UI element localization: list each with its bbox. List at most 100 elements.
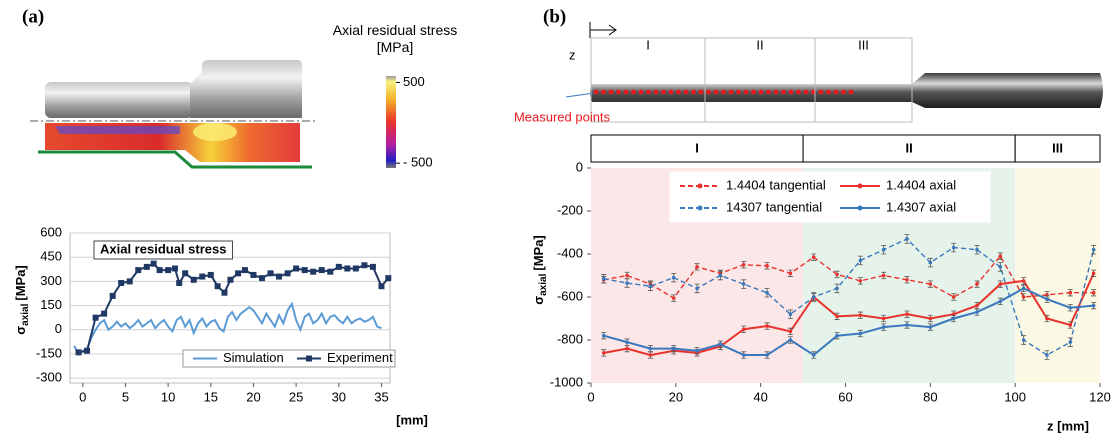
photo-section-label: II: [756, 37, 763, 52]
marker: [214, 283, 221, 290]
marker: [741, 327, 746, 332]
measured-point-marker: [653, 89, 659, 95]
chart-title-box: [93, 240, 233, 260]
marker: [1021, 279, 1026, 283]
colorbar: [386, 76, 396, 168]
marker: [741, 282, 746, 286]
y-axis-label: σaxial [MPa]: [13, 265, 30, 335]
marker: [625, 340, 629, 344]
legend-label: 1.4404 tangential: [726, 177, 826, 192]
marker: [1091, 290, 1096, 295]
marker: [1021, 286, 1026, 291]
panel-label: (a): [22, 6, 44, 27]
marker: [1091, 303, 1096, 308]
marker: [1045, 297, 1049, 301]
marker: [109, 292, 116, 299]
measured-point-marker: [706, 89, 711, 95]
marker: [1045, 316, 1049, 321]
x-tick-label: 0: [79, 389, 86, 404]
x-tick-label: 0: [587, 389, 594, 404]
x-tick-label: 60: [838, 389, 852, 404]
measured-point-marker: [751, 89, 756, 95]
marker: [741, 262, 746, 267]
marker: [811, 295, 816, 299]
x-tick-label: 15: [204, 389, 218, 404]
region-band: [1014, 134, 1101, 163]
marker: [741, 353, 746, 357]
marker: [835, 333, 839, 338]
marker: [788, 329, 793, 334]
marker: [671, 296, 676, 300]
marker: [695, 286, 699, 291]
colorbar-tick-label: 500: [403, 74, 425, 89]
marker: [221, 289, 228, 296]
marker: [143, 263, 150, 270]
marker: [171, 265, 178, 272]
series-line: [78, 262, 390, 354]
x-tick-label: 20: [669, 389, 683, 404]
legend-marker: [697, 205, 703, 211]
photo-section-label: I: [646, 37, 650, 52]
marker: [788, 271, 793, 276]
marker: [385, 275, 392, 282]
marker: [928, 260, 933, 265]
measured-point-marker: [743, 89, 749, 95]
measured-points-markers: [593, 89, 854, 95]
series-line: [603, 287, 1094, 357]
marker: [835, 314, 839, 319]
marker: [928, 282, 933, 286]
x-tick-label: 25: [289, 389, 303, 404]
marker: [648, 353, 653, 357]
marker: [648, 346, 653, 351]
marker: [126, 278, 133, 285]
legend-box: [182, 349, 396, 368]
marker: [327, 268, 334, 275]
legend-marker: [857, 183, 863, 189]
measured-point-marker: [758, 89, 764, 95]
marker: [369, 263, 376, 270]
marker: [625, 346, 629, 351]
marker: [858, 313, 863, 318]
measured-point-marker: [691, 89, 696, 95]
marker: [1068, 290, 1073, 295]
series-line: [73, 301, 382, 356]
series-line: [603, 272, 1095, 357]
region: [1015, 168, 1100, 383]
marker: [344, 265, 351, 272]
marker: [765, 264, 769, 268]
marker: [352, 265, 359, 272]
marker: [182, 270, 189, 277]
marker: [671, 275, 676, 280]
marker: [150, 260, 157, 267]
marker: [267, 270, 274, 277]
marker: [998, 282, 1003, 286]
photo-section-box: [814, 37, 913, 123]
measured-point-marker: [638, 89, 644, 95]
marker: [788, 338, 793, 342]
photo-axis-label: z: [569, 47, 576, 62]
measured-point-marker: [646, 89, 651, 95]
marker: [235, 270, 242, 277]
y-axis-label-part: σ: [13, 326, 28, 335]
marker: [241, 267, 248, 274]
measured-point-marker: [601, 89, 606, 95]
marker: [199, 273, 206, 280]
marker: [998, 254, 1003, 258]
y-axis-label-part: σ: [531, 296, 546, 305]
y-tick-label: -800: [557, 331, 583, 346]
marker: [92, 314, 99, 321]
measured-point-marker: [668, 89, 674, 95]
marker: [625, 273, 629, 278]
marker: [101, 310, 108, 317]
marker: [881, 325, 886, 329]
x-tick-label: 20: [246, 389, 260, 404]
colorbar-tick-label: - 500: [403, 155, 433, 170]
marker: [1021, 338, 1026, 342]
marker: [250, 271, 257, 278]
y-axis-label-part: [MPa]: [531, 235, 546, 270]
colorbar-title: Axial residual stress [MPa]: [332, 22, 458, 55]
series-line: [603, 254, 1094, 300]
legend-label: Simulation: [223, 350, 284, 365]
marker: [951, 316, 956, 321]
marker: [835, 286, 839, 291]
